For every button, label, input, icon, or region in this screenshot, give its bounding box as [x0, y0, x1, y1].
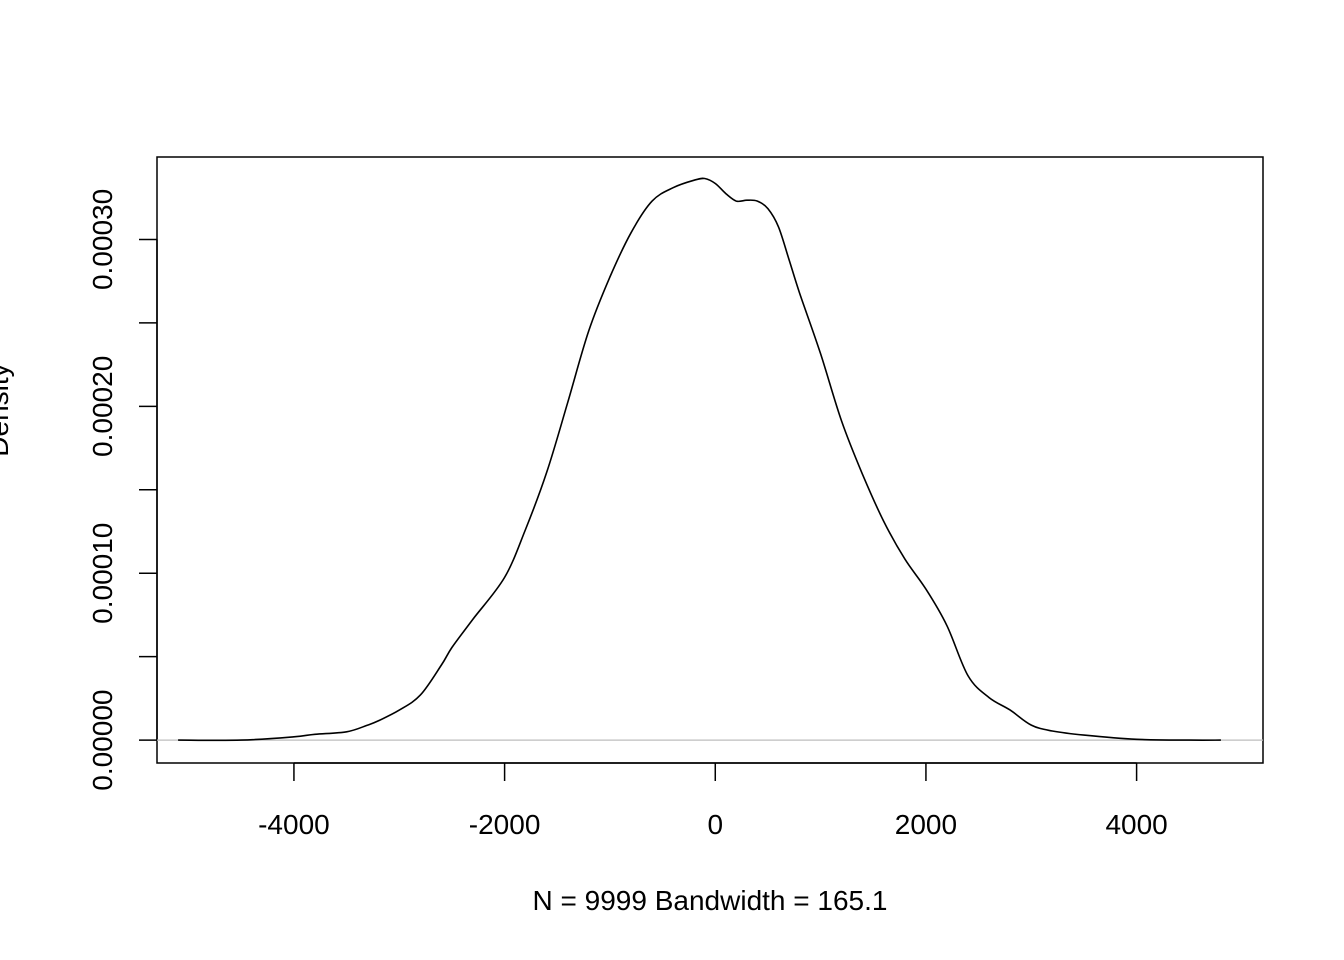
- x-tick-label: -2000: [469, 809, 541, 840]
- y-axis: 0.00000 0.00010 0.00020 0.00030: [87, 189, 158, 791]
- x-axis: -4000 -2000 0 2000 4000: [258, 762, 1168, 840]
- plot-frame: [156, 156, 1264, 764]
- x-tick-label: 2000: [895, 809, 957, 840]
- x-tick-label: 4000: [1105, 809, 1167, 840]
- y-tick-label: 0.00000: [87, 690, 118, 791]
- y-axis-title: Density: [0, 363, 14, 456]
- density-line: [178, 177, 1221, 742]
- x-tick-label: 0: [707, 809, 723, 840]
- x-tick-label: -4000: [258, 809, 330, 840]
- y-tick-label: 0.00030: [87, 189, 118, 290]
- y-tick-label: 0.00010: [87, 523, 118, 624]
- y-tick-label: 0.00020: [87, 356, 118, 457]
- x-axis-title: N = 9999 Bandwidth = 165.1: [533, 885, 888, 916]
